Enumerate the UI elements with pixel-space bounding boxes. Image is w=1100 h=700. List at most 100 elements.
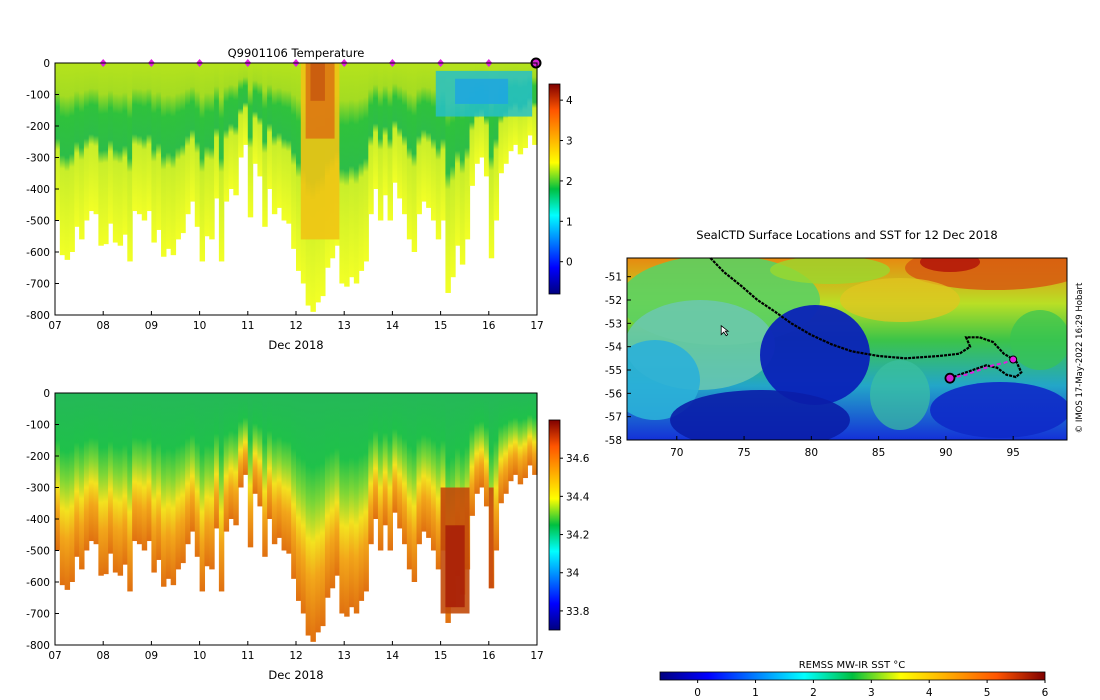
- profile-column: [402, 63, 408, 215]
- profile-column: [397, 393, 403, 529]
- profile-column: [286, 63, 292, 224]
- x-tick-label: 08: [97, 650, 110, 662]
- profile-column: [204, 63, 210, 237]
- y-tick-label: -800: [26, 640, 50, 652]
- profile-column: [64, 393, 71, 590]
- profile-column: [127, 63, 133, 262]
- profile-column: [151, 393, 157, 573]
- profile-column: [363, 393, 369, 592]
- profile-column: [83, 63, 90, 221]
- profile-column: [132, 63, 138, 212]
- profile-column: [522, 393, 528, 479]
- profile-column: [136, 63, 143, 215]
- profile-column: [132, 393, 138, 542]
- x-tick-label: 12: [289, 320, 302, 332]
- temperature-colorbar-ticks: 0 1 2 3 4: [560, 95, 573, 269]
- profile-column: [305, 393, 312, 636]
- x-tick-label: 90: [939, 447, 952, 459]
- profile-column: [532, 63, 538, 145]
- profile-column: [146, 393, 152, 542]
- x-tick-label: 14: [386, 650, 400, 662]
- x-tick-label: 17: [530, 320, 543, 332]
- colorbar-tick-label: 34.6: [566, 453, 590, 465]
- profile-column: [218, 393, 225, 592]
- profile-column: [411, 63, 418, 252]
- profile-column: [474, 393, 480, 494]
- profile-column: [247, 63, 254, 218]
- profile-column: [286, 393, 292, 554]
- sst-colorbar-label: REMSS MW-IR SST °C: [799, 660, 906, 671]
- profile-column: [296, 393, 302, 601]
- sst-map-panel: SealCTD Surface Locations and SST for 12…: [605, 228, 1085, 459]
- profile-column: [170, 63, 177, 256]
- profile-column: [324, 393, 331, 598]
- y-tick-label: -58: [605, 435, 622, 447]
- temperature-data-layer: [55, 57, 542, 312]
- profile-column: [339, 393, 345, 614]
- profile-column: [238, 393, 244, 488]
- y-tick-label: -500: [26, 546, 50, 558]
- x-tick-label: 15: [434, 320, 447, 332]
- profile-column: [411, 393, 418, 582]
- x-tick-label: 08: [97, 320, 110, 332]
- profile-column: [69, 393, 75, 582]
- colorbar-tick-label: 5: [984, 687, 991, 699]
- x-tick-label: 07: [48, 320, 61, 332]
- y-tick-label: -300: [26, 153, 50, 165]
- profile-column: [435, 393, 442, 570]
- profile-column: [426, 63, 432, 208]
- profile-column: [74, 63, 80, 227]
- y-tick-label: -100: [26, 420, 50, 432]
- profile-column: [387, 63, 393, 221]
- profile-column: [281, 63, 287, 221]
- x-tick-label: 09: [145, 320, 158, 332]
- profile-column: [180, 393, 186, 564]
- profile-column: [296, 63, 302, 271]
- profile-column: [416, 393, 422, 545]
- profile-column: [267, 393, 273, 519]
- y-tick-label: -57: [605, 412, 622, 424]
- profile-column: [141, 393, 148, 551]
- profile-column: [503, 393, 509, 494]
- profile-column: [209, 63, 215, 240]
- profile-column: [392, 393, 398, 513]
- profile-column: [416, 63, 422, 215]
- x-tick-label: 70: [670, 447, 683, 459]
- profile-column: [233, 393, 239, 526]
- profile-column: [276, 393, 283, 538]
- x-tick-label: 09: [145, 650, 158, 662]
- profile-column: [74, 393, 80, 557]
- salinity-colorbar-ticks: 33.8 34 34.2 34.4 34.6: [560, 453, 590, 618]
- y-tick-label: -55: [605, 365, 622, 377]
- colorbar-tick-label: 34.4: [566, 491, 590, 503]
- profile-column: [141, 63, 148, 221]
- profile-column: [146, 63, 152, 212]
- colorbar-tick-label: 34.2: [566, 530, 589, 542]
- y-tick-label: -51: [605, 272, 622, 284]
- start-marker: [944, 372, 956, 384]
- salinity-x-label: Dec 2018: [268, 668, 323, 682]
- profile-column: [291, 393, 297, 579]
- salinity-axis-ticks: 07 08 09 10 11 12 13 14 15 16 17 0 -100 -200 -300 -400 -…: [26, 388, 544, 662]
- temperature-axis-ticks: 07 08 09 10 11 12 13 14 15 16 17 0 -100 -200 -300 -400 -…: [26, 58, 544, 332]
- profile-column: [175, 63, 181, 240]
- y-tick-label: -700: [26, 609, 50, 621]
- profile-column: [334, 393, 340, 576]
- profile-column: [209, 393, 215, 570]
- profile-column: [103, 393, 109, 575]
- profile-column: [79, 63, 85, 240]
- profile-column: [315, 393, 321, 633]
- profile-column: [242, 63, 249, 145]
- profile-column: [199, 63, 206, 262]
- y-tick-label: -500: [26, 216, 50, 228]
- profile-column: [238, 63, 244, 158]
- profile-column: [368, 393, 374, 545]
- profile-column: [151, 63, 157, 243]
- profile-column: [532, 393, 538, 475]
- profile-column: [161, 63, 167, 257]
- profile-column: [271, 393, 278, 545]
- profile-column: [382, 393, 389, 526]
- x-tick-label: 16: [482, 320, 496, 332]
- profile-column: [382, 63, 389, 196]
